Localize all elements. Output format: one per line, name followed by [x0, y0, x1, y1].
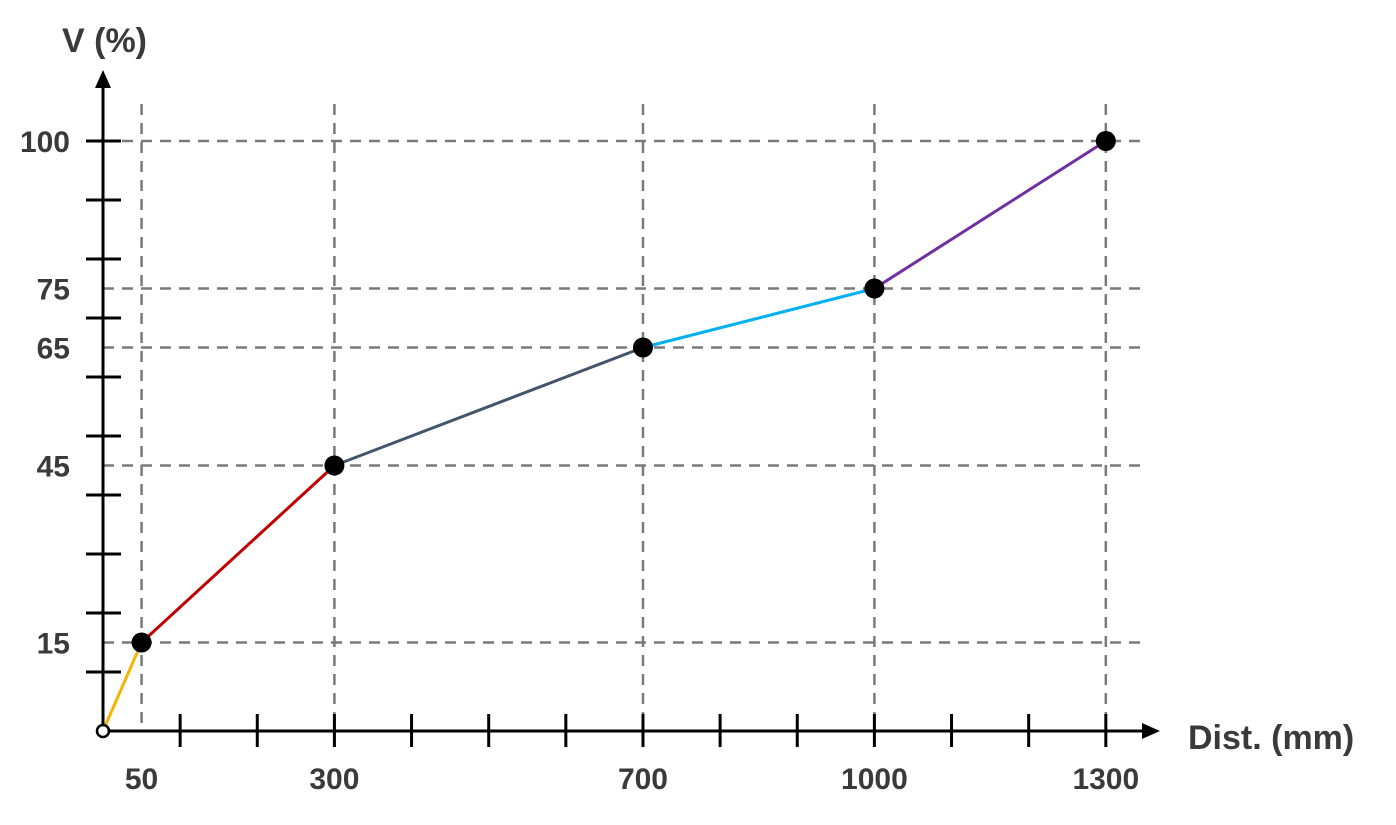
data-point-4 [864, 278, 885, 299]
data-point-1 [131, 632, 152, 653]
x-tick-label-1300: 1300 [1072, 763, 1139, 796]
grid-layer [103, 104, 1141, 731]
series-segment-5 [873, 139, 1107, 290]
y-tick-label-75: 75 [37, 274, 70, 307]
series-segment-2 [140, 464, 336, 644]
data-point-2 [324, 455, 345, 476]
x-axis-arrow [1142, 723, 1160, 739]
series-segment-3 [333, 346, 644, 467]
series-segment-4 [642, 287, 875, 349]
minor-ticks [86, 139, 1108, 747]
points-layer [95, 131, 1116, 739]
x-tick-label-300: 300 [309, 763, 359, 796]
x-axis-title: Dist. (mm) [1188, 719, 1354, 757]
data-point-5 [1095, 131, 1116, 151]
x-tick-label-700: 700 [618, 763, 668, 796]
series-layer [101, 139, 1107, 732]
series-segment-1 [101, 641, 143, 732]
y-axis-arrow [95, 70, 111, 88]
y-tick-label-45: 45 [37, 451, 70, 484]
start-point-marker [95, 723, 111, 739]
axis-layer [95, 70, 1160, 739]
x-tick-label-1000: 1000 [841, 763, 908, 796]
y-tick-label-65: 65 [37, 333, 70, 366]
y-axis-title: V (%) [62, 22, 147, 60]
y-tick-label-100: 100 [20, 126, 70, 159]
data-point-3 [632, 337, 653, 358]
y-tick-label-15: 15 [37, 628, 70, 661]
x-tick-label-50: 50 [125, 763, 158, 796]
labels-layer: V (%) Dist. (mm) 15 45 65 75 100 50 300 700 1000… [20, 22, 1354, 796]
